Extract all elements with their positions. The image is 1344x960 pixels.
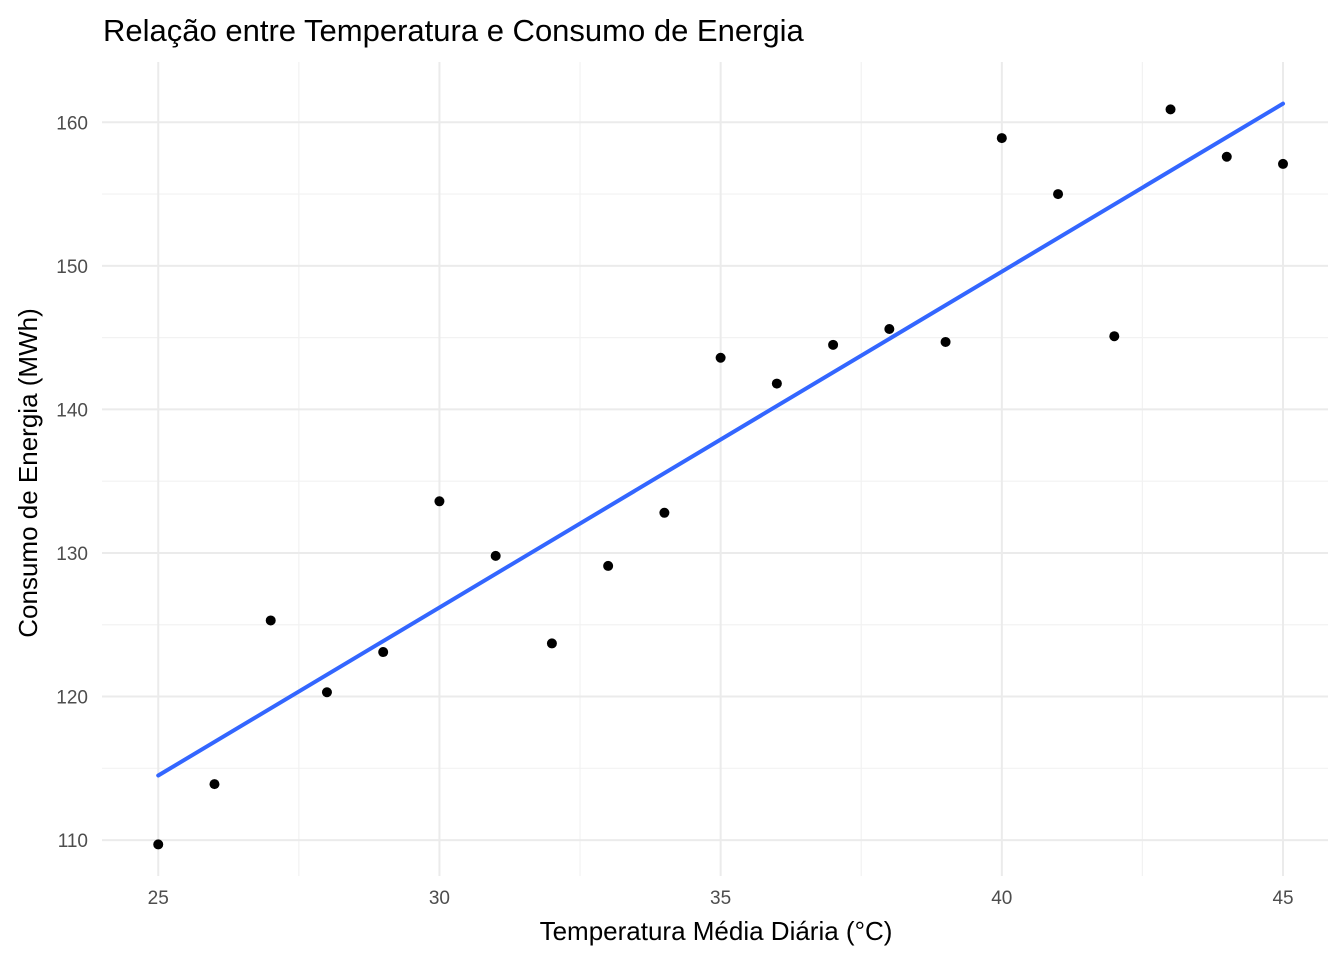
data-point	[1221, 151, 1232, 162]
y-axis-label: Consumo de Energia (MWh)	[13, 308, 43, 637]
data-point	[378, 647, 389, 658]
data-point	[659, 507, 670, 518]
y-tick-label: 160	[56, 113, 88, 134]
data-point	[265, 615, 276, 626]
data-point	[209, 779, 220, 790]
y-tick-label: 120	[56, 688, 88, 709]
regression-line-layer	[156, 101, 1286, 778]
minor-grid	[102, 62, 1328, 876]
data-point	[1165, 104, 1176, 115]
data-point	[771, 378, 782, 389]
data-point	[884, 324, 895, 335]
data-point	[153, 839, 164, 850]
data-point	[603, 560, 614, 571]
y-tick-label: 130	[56, 544, 88, 565]
data-point	[715, 352, 726, 363]
y-tick-label: 140	[56, 400, 88, 421]
y-axis-ticks: 110 120 130 140 150 160	[56, 113, 88, 852]
data-point	[434, 496, 445, 507]
chart-title: Relação entre Temperatura e Consumo de E…	[103, 13, 805, 48]
data-point	[490, 550, 501, 561]
x-tick-label: 25	[148, 888, 169, 909]
regression-line	[156, 101, 1286, 778]
x-axis-ticks: 25 30 35 40 45	[148, 888, 1294, 909]
data-point	[546, 638, 557, 649]
major-grid	[102, 62, 1328, 876]
x-axis-label: Temperatura Média Diária (°C)	[540, 916, 893, 946]
data-point	[996, 133, 1007, 144]
y-tick-label: 110	[58, 831, 88, 852]
y-tick-label: 150	[56, 257, 88, 278]
data-point	[940, 336, 951, 347]
data-point	[828, 339, 839, 350]
x-tick-label: 30	[429, 888, 450, 909]
data-point	[1278, 158, 1289, 169]
data-point	[321, 687, 332, 698]
x-tick-label: 35	[710, 888, 731, 909]
data-points	[153, 104, 1289, 850]
data-point	[1109, 331, 1120, 342]
x-tick-label: 45	[1272, 888, 1293, 909]
data-point	[1053, 189, 1064, 200]
x-tick-label: 40	[991, 888, 1012, 909]
